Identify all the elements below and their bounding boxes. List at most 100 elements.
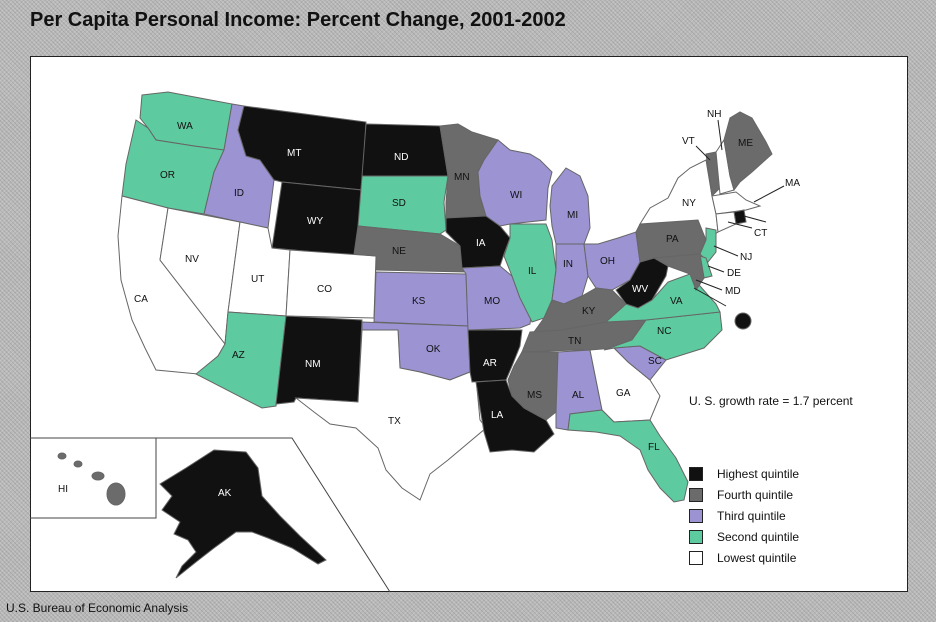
label-ok: OK — [426, 344, 441, 355]
legend-item-highest: Highest quintile — [689, 466, 799, 482]
legend-label: Highest quintile — [717, 467, 800, 481]
label-mn: MN — [454, 172, 470, 183]
label-tn: TN — [568, 336, 581, 347]
state-nd[interactable] — [361, 123, 449, 177]
leader-dc — [693, 287, 727, 307]
label-ks: KS — [412, 296, 426, 307]
leader-vt — [695, 145, 711, 161]
leader-nh — [717, 119, 723, 151]
label-oh: OH — [600, 256, 615, 267]
label-wv: WV — [632, 284, 648, 295]
label-ga: GA — [616, 388, 631, 399]
label-nv: NV — [185, 254, 199, 265]
leader-ma — [753, 185, 785, 203]
leader-ri — [743, 215, 767, 223]
label-ut: UT — [251, 274, 264, 285]
label-ca: CA — [134, 294, 148, 305]
label-pa: PA — [666, 234, 679, 245]
label-sc: SC — [648, 356, 662, 367]
state-ar[interactable] — [467, 329, 523, 383]
label-hi: HI — [58, 484, 68, 495]
label-nj: NJ — [740, 252, 752, 263]
legend-label: Second quintile — [717, 530, 800, 544]
label-il: IL — [528, 266, 537, 277]
legend-swatch — [689, 530, 703, 544]
label-az: AZ — [232, 350, 245, 361]
label-co: CO — [317, 284, 332, 295]
state-hi-oahu[interactable] — [73, 460, 83, 468]
label-la: LA — [491, 410, 504, 421]
state-ma[interactable] — [711, 191, 762, 215]
state-me[interactable] — [723, 111, 773, 192]
state-mi[interactable] — [549, 167, 591, 245]
legend-swatch — [689, 467, 703, 481]
legend-item-second: Second quintile — [689, 529, 799, 545]
legend-label: Fourth quintile — [717, 488, 794, 502]
state-hi-kauai[interactable] — [57, 452, 67, 460]
label-dc: DC — [729, 304, 743, 315]
label-al: AL — [572, 390, 585, 401]
label-ne: NE — [392, 246, 406, 257]
label-id: ID — [234, 188, 244, 199]
state-fl[interactable] — [567, 409, 689, 503]
label-mo: MO — [484, 296, 500, 307]
label-wa: WA — [177, 121, 193, 132]
label-nc: NC — [657, 326, 671, 337]
state-il[interactable] — [503, 223, 557, 323]
legend-item-lowest: Lowest quintile — [689, 550, 796, 566]
label-ky: KY — [582, 306, 596, 317]
label-in: IN — [563, 259, 573, 270]
label-nd: ND — [394, 152, 408, 163]
label-ma: MA — [785, 178, 800, 189]
label-vt: VT — [682, 136, 695, 147]
map-title: Per Capita Personal Income: Percent Chan… — [30, 9, 566, 31]
label-va: VA — [670, 296, 683, 307]
label-ct: CT — [754, 228, 767, 239]
leader-ct — [727, 221, 753, 229]
state-dc[interactable] — [734, 312, 752, 330]
label-tx: TX — [388, 416, 401, 427]
state-nj[interactable] — [699, 227, 717, 263]
legend-swatch — [689, 488, 703, 502]
legend-item-fourth: Fourth quintile — [689, 487, 793, 503]
label-sd: SD — [392, 198, 406, 209]
legend-swatch — [689, 509, 703, 523]
state-ne[interactable] — [353, 225, 467, 273]
source-credit: U.S. Bureau of Economic Analysis — [6, 601, 189, 615]
leader-de — [707, 265, 725, 273]
label-ms: MS — [527, 390, 542, 401]
label-ri: RI — [768, 218, 778, 229]
leader-nj — [713, 245, 739, 257]
label-de: DE — [727, 268, 741, 279]
label-ia: IA — [476, 238, 486, 249]
inset-divider — [30, 437, 391, 593]
label-nh: NH — [707, 109, 721, 120]
state-md[interactable] — [652, 253, 705, 292]
state-wi[interactable] — [477, 139, 553, 227]
legend-label: Lowest quintile — [717, 551, 797, 565]
label-md: MD — [725, 286, 741, 297]
state-ak[interactable] — [159, 449, 327, 579]
state-in[interactable] — [551, 243, 589, 305]
label-ak: AK — [218, 488, 232, 499]
state-tx[interactable] — [294, 329, 487, 501]
leader-md — [695, 279, 723, 291]
hawaii-box — [30, 438, 157, 519]
label-wy: WY — [307, 216, 323, 227]
state-ct[interactable] — [715, 211, 737, 233]
label-me: ME — [738, 138, 753, 149]
state-hi-maui[interactable] — [91, 471, 105, 481]
label-or: OR — [160, 170, 175, 181]
legend-item-third: Third quintile — [689, 508, 786, 524]
label-mi: MI — [567, 210, 578, 221]
legend-title: U. S. growth rate = 1.7 percent — [689, 394, 853, 408]
label-mt: MT — [287, 148, 301, 159]
legend-label: Third quintile — [717, 509, 786, 523]
label-fl: FL — [648, 442, 660, 453]
legend-swatch — [689, 551, 703, 565]
label-ar: AR — [483, 358, 497, 369]
state-hi-group — [57, 452, 126, 506]
state-hi[interactable] — [106, 482, 126, 506]
label-nm: NM — [305, 359, 321, 370]
